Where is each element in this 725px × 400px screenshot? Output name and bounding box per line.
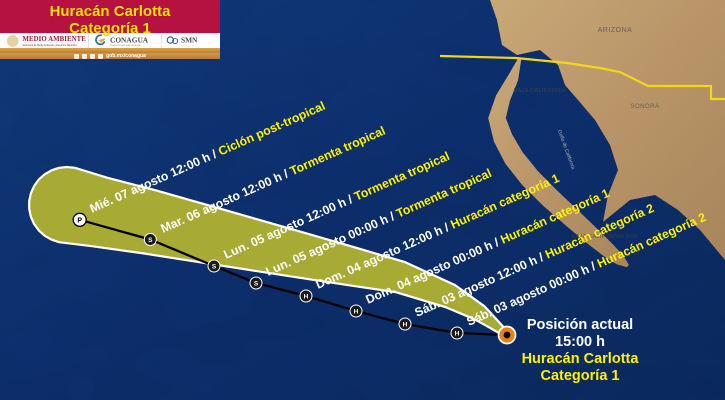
svg-text:P: P <box>77 218 82 225</box>
svg-text:SMN: SMN <box>181 35 198 44</box>
svg-text:Huracán Carlotta: Huracán Carlotta <box>522 351 640 367</box>
svg-text:H: H <box>354 309 359 316</box>
svg-text:Posición actual: Posición actual <box>527 317 633 333</box>
svg-text:COMISIÓN NACIONAL DEL AGUA: COMISIÓN NACIONAL DEL AGUA <box>110 43 141 46</box>
svg-text:Categoría 1: Categoría 1 <box>541 368 620 384</box>
svg-text:SONORA: SONORA <box>630 104 659 110</box>
svg-text:Secretaría de Medio Ambiente y: Secretaría de Medio Ambiente y Recursos … <box>22 43 77 46</box>
svg-text:S: S <box>148 237 153 244</box>
svg-text:15:00 h: 15:00 h <box>555 334 605 350</box>
svg-text:MEDIO AMBIENTE: MEDIO AMBIENTE <box>22 36 86 43</box>
svg-text:ARIZONA: ARIZONA <box>598 27 633 34</box>
svg-text:H: H <box>455 331 460 338</box>
svg-text:H: H <box>403 322 408 329</box>
svg-text:S: S <box>212 264 217 271</box>
svg-text:BAJA CALIFORNIA: BAJA CALIFORNIA <box>514 88 567 94</box>
svg-text:H: H <box>304 294 309 301</box>
svg-text:S: S <box>254 281 259 288</box>
svg-text:CONAGUA: CONAGUA <box>110 35 149 44</box>
